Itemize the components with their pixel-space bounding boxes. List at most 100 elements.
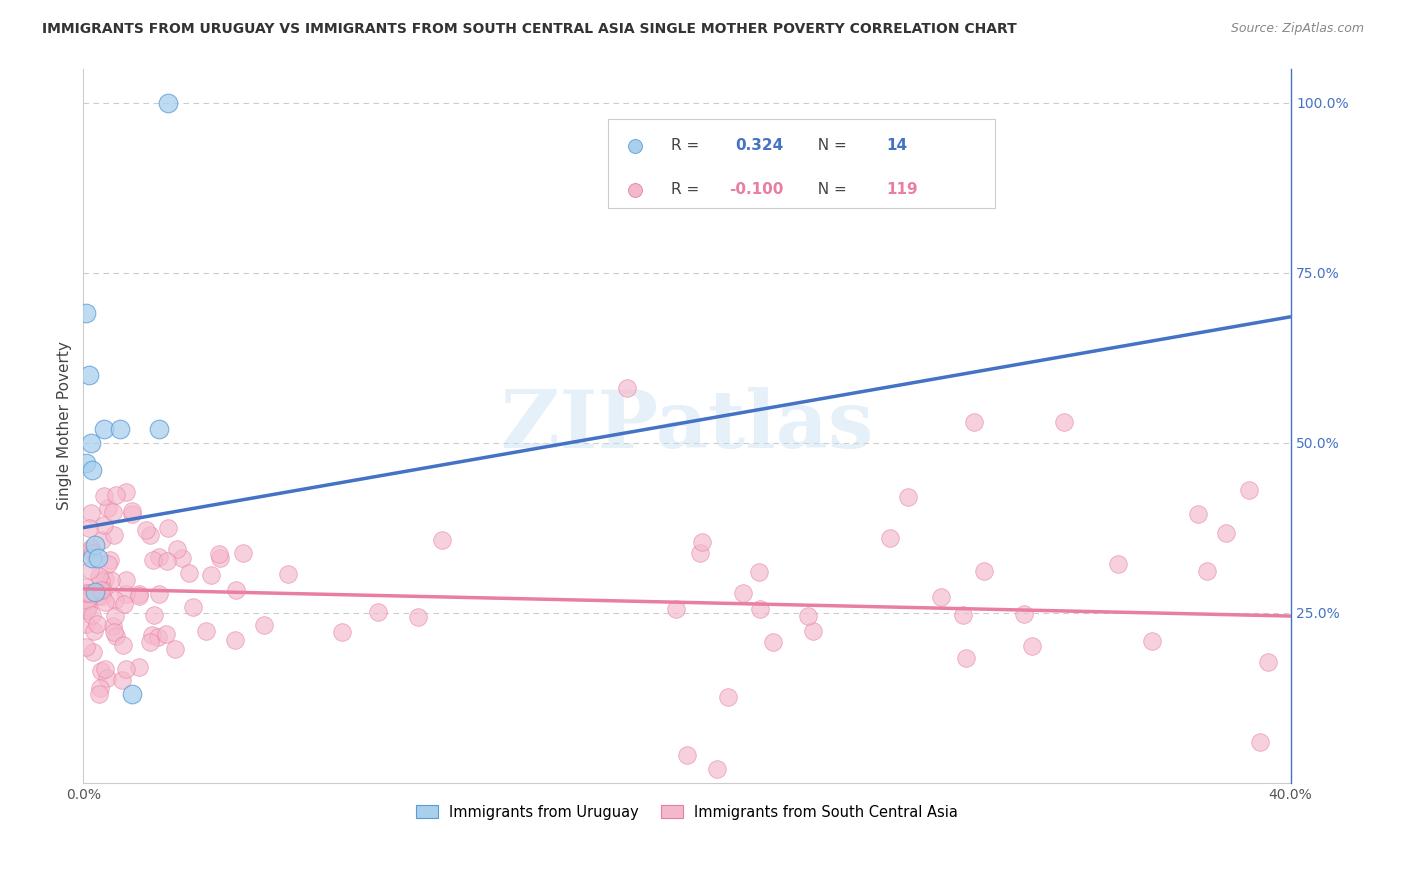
Point [84,538,107,552]
Point [96,671,118,685]
Point [114,662,136,676]
Point [749,602,772,616]
Point [93,518,115,533]
Point [879,531,901,545]
Point [87,589,110,603]
Point [105,487,128,501]
Point [101,619,124,633]
Point [91,533,114,547]
Point [1187,507,1209,521]
Point [207,547,229,561]
Point [84,585,107,599]
Text: 14: 14 [886,138,907,153]
Point [706,762,728,776]
Text: Source: ZipAtlas.com: Source: ZipAtlas.com [1230,22,1364,36]
Point [224,632,246,647]
Point [1249,735,1271,749]
Point [896,490,918,504]
Point [156,521,179,535]
Point [115,485,138,500]
Point [80,435,103,450]
Point [90,583,112,598]
Point [97,557,120,571]
Point [141,627,163,641]
Point [111,638,134,652]
Point [115,573,138,587]
Point [139,635,162,649]
Point [330,625,353,640]
Point [148,422,170,436]
Point [665,602,688,616]
Text: IMMIGRANTS FROM URUGUAY VS IMMIGRANTS FROM SOUTH CENTRAL ASIA SINGLE MOTHER POVE: IMMIGRANTS FROM URUGUAY VS IMMIGRANTS FR… [42,22,1017,37]
Point [105,629,128,643]
Point [128,587,150,601]
Text: R =: R = [671,183,704,197]
Point [148,550,170,565]
Point [194,624,217,639]
Point [716,690,738,704]
Point [253,617,276,632]
Point [83,624,105,639]
Point [86,616,108,631]
Text: N =: N = [807,138,856,153]
Point [1012,607,1035,622]
Point [98,553,121,567]
Point [75,456,97,470]
Point [93,422,115,436]
Point [94,662,117,676]
Point [91,589,114,603]
Point [121,507,143,521]
Point [93,582,115,597]
Point [1257,655,1279,669]
Point [170,551,193,566]
Point [156,95,179,110]
Point [100,574,122,588]
Point [97,500,120,515]
FancyBboxPatch shape [609,119,995,208]
Point [155,627,177,641]
Point [731,586,754,600]
Point [82,608,104,623]
Point [156,554,179,568]
Point [112,597,135,611]
Point [80,546,103,560]
Point [93,489,115,503]
Point [128,589,150,603]
Point [89,687,111,701]
Point [108,422,131,436]
Point [79,562,101,576]
Point [676,748,699,763]
Point [80,506,103,520]
Point [77,599,100,614]
Point [142,552,165,566]
Point [82,645,104,659]
Text: -0.100: -0.100 [730,183,783,197]
Point [77,368,100,382]
Point [138,527,160,541]
Point [75,586,97,600]
Point [690,535,713,549]
Point [93,572,115,586]
Point [208,551,231,566]
Point [82,551,104,566]
Point [87,551,110,566]
Point [1195,564,1218,578]
Point [1107,557,1129,571]
Point [76,617,98,632]
Text: R =: R = [671,138,709,153]
Point [232,546,254,560]
Point [80,541,103,556]
Point [367,605,389,619]
Point [973,565,995,579]
Point [406,609,429,624]
Point [103,528,125,542]
Point [166,542,188,557]
Point [90,574,112,589]
Point [101,505,124,519]
Point [104,608,127,623]
Point [179,566,201,580]
Point [82,463,104,477]
Point [955,651,977,665]
Point [148,587,170,601]
Point [94,595,117,609]
